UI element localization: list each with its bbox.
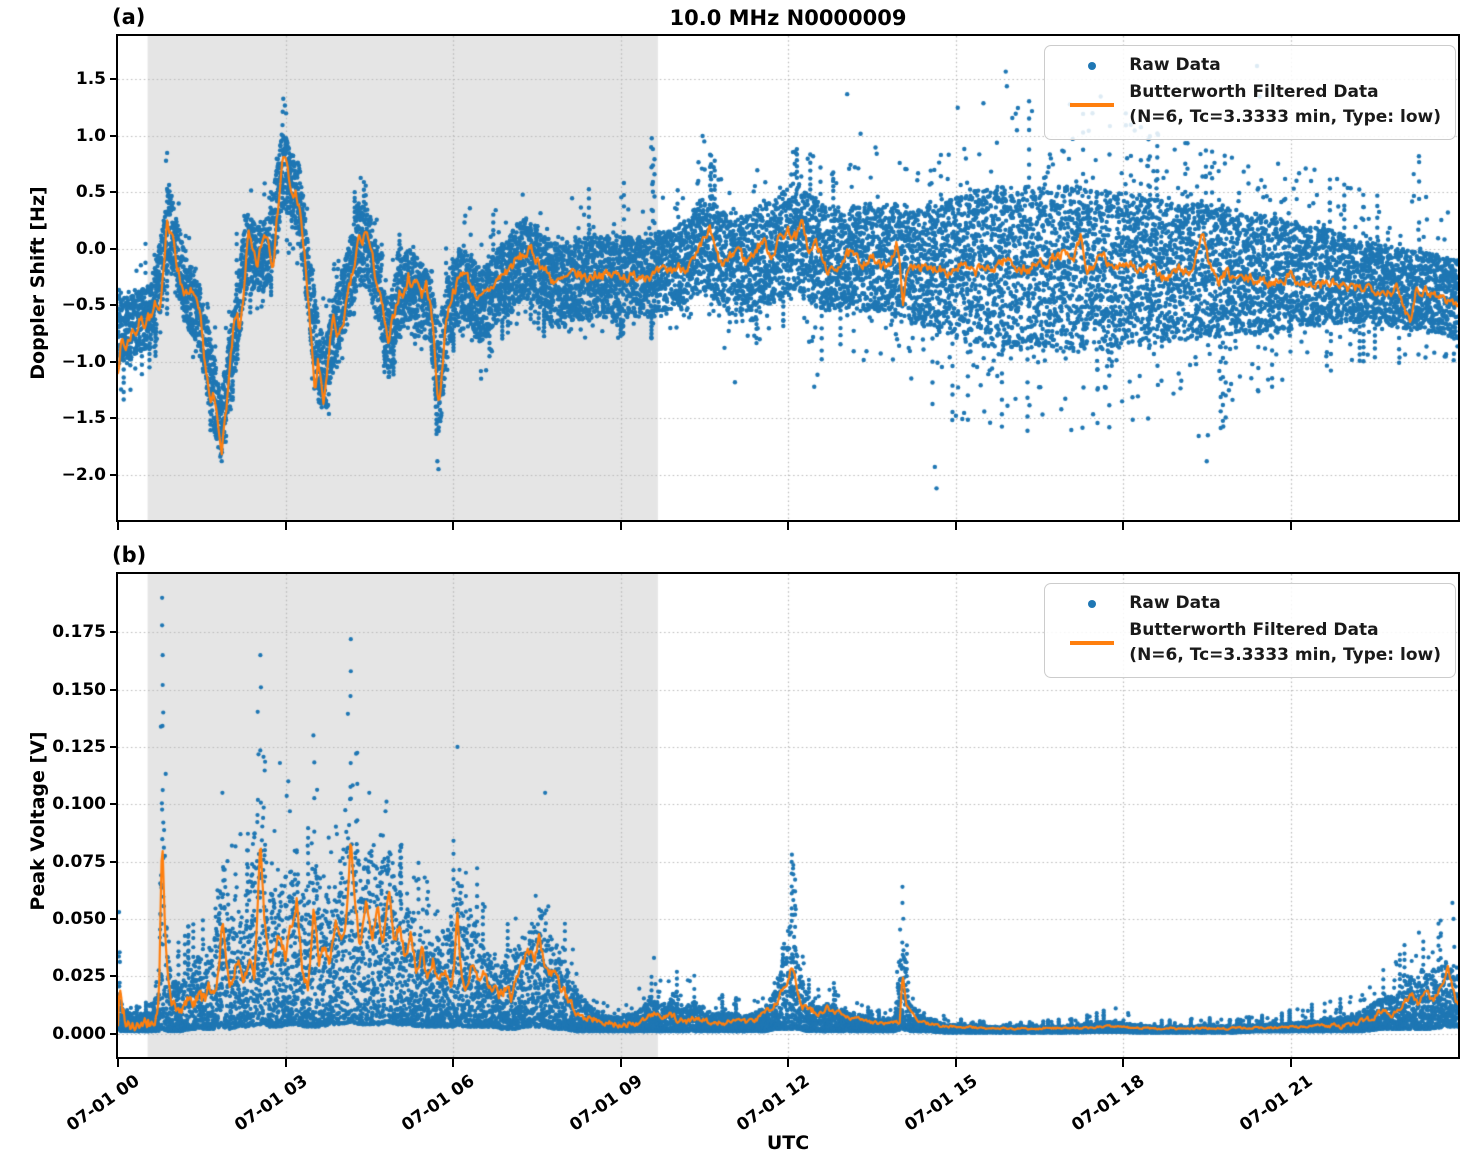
- y-tick-label: 0.150: [52, 679, 106, 700]
- y-tick-mark: [110, 304, 118, 307]
- x-tick-label: 07-01 12: [733, 1071, 814, 1136]
- legend-filtered-row: Butterworth Filtered Data (N=6, Tc=3.333…: [1055, 80, 1441, 130]
- x-tick-label: 07-01 03: [230, 1071, 311, 1136]
- x-tick-label: 07-01 18: [1068, 1071, 1149, 1136]
- y-tick-mark: [110, 631, 118, 634]
- x-tick-mark: [284, 522, 287, 530]
- y-tick-label: 0.175: [52, 622, 106, 643]
- legend-filtered-label-line1: Butterworth Filtered Data: [1129, 82, 1379, 102]
- panel-a-legend: Raw Data Butterworth Filtered Data (N=6,…: [1044, 45, 1456, 140]
- y-tick-label: 0.0: [75, 238, 106, 259]
- x-tick-mark: [1289, 522, 1292, 530]
- x-tick-mark: [619, 1059, 622, 1067]
- y-tick-mark: [110, 134, 118, 137]
- y-tick-mark: [110, 473, 118, 476]
- x-tick-mark: [1289, 1059, 1292, 1067]
- y-tick-mark: [110, 688, 118, 691]
- y-tick-mark: [110, 745, 118, 748]
- x-tick-label: 07-01 00: [63, 1071, 144, 1136]
- legend-filtered-label-line2: (N=6, Tc=3.3333 min, Type: low): [1129, 645, 1441, 665]
- x-tick-mark: [452, 1059, 454, 1067]
- x-tick-mark: [117, 522, 119, 530]
- y-tick-mark: [110, 1032, 118, 1035]
- x-tick-label: 07-01 15: [900, 1071, 981, 1136]
- filtered-line-marker-icon: [1055, 641, 1129, 645]
- y-tick-mark: [110, 803, 118, 806]
- y-tick-label: 0.050: [52, 908, 106, 929]
- legend-filtered-label-line1: Butterworth Filtered Data: [1129, 620, 1379, 640]
- y-tick-label: −1.0: [61, 351, 106, 372]
- x-tick-mark: [284, 1059, 287, 1067]
- y-tick-label: 0.025: [52, 966, 106, 987]
- x-tick-mark: [787, 522, 789, 530]
- x-tick-mark: [1122, 1059, 1124, 1067]
- x-tick-mark: [619, 522, 622, 530]
- panel-b-letter: (b): [112, 543, 147, 567]
- y-tick-mark: [110, 417, 118, 420]
- x-tick-mark: [787, 1059, 789, 1067]
- y-tick-mark: [110, 247, 118, 250]
- legend-raw-row: Raw Data: [1055, 591, 1441, 616]
- legend-filtered-row: Butterworth Filtered Data (N=6, Tc=3.333…: [1055, 618, 1441, 668]
- y-tick-label: −2.0: [61, 464, 106, 485]
- panel-a-plot-area: Raw Data Butterworth Filtered Data (N=6,…: [116, 34, 1460, 522]
- y-tick-label: −0.5: [61, 295, 106, 316]
- y-tick-label: 0.075: [52, 851, 106, 872]
- x-tick-mark: [1122, 522, 1124, 530]
- x-tick-label: 07-01 09: [565, 1071, 646, 1136]
- y-tick-mark: [110, 191, 118, 194]
- legend-raw-row: Raw Data: [1055, 53, 1441, 78]
- y-tick-label: 1.5: [75, 69, 106, 90]
- legend-filtered-label-line2: (N=6, Tc=3.3333 min, Type: low): [1129, 107, 1441, 127]
- filtered-line-marker-icon: [1055, 103, 1129, 107]
- y-tick-label: 1.0: [75, 125, 106, 146]
- legend-raw-label: Raw Data: [1129, 593, 1221, 613]
- x-tick-mark: [452, 522, 454, 530]
- panel-a-letter: (a): [112, 5, 146, 29]
- y-tick-mark: [110, 360, 118, 363]
- x-axis-label: UTC: [766, 1132, 810, 1154]
- y-tick-label: 0.125: [52, 736, 106, 757]
- legend-raw-label: Raw Data: [1129, 55, 1221, 75]
- panel-b-legend: Raw Data Butterworth Filtered Data (N=6,…: [1044, 583, 1456, 678]
- y-tick-label: 0.5: [75, 182, 106, 203]
- x-tick-label: 07-01 06: [398, 1071, 479, 1136]
- x-tick-label: 07-01 21: [1235, 1071, 1316, 1136]
- figure-title: 10.0 MHz N0000009: [669, 6, 907, 30]
- y-tick-label: 0.000: [52, 1023, 106, 1044]
- y-tick-mark: [110, 917, 118, 920]
- x-tick-mark: [954, 1059, 957, 1067]
- x-tick-mark: [117, 1059, 119, 1067]
- raw-data-marker-icon: [1055, 61, 1129, 70]
- x-tick-mark: [954, 522, 957, 530]
- panel-b-plot-area: Raw Data Butterworth Filtered Data (N=6,…: [116, 572, 1460, 1059]
- y-tick-mark: [110, 975, 118, 978]
- y-tick-label: 0.100: [52, 794, 106, 815]
- y-tick-mark: [110, 78, 118, 81]
- y-tick-label: −1.5: [61, 408, 106, 429]
- y-tick-mark: [110, 860, 118, 863]
- raw-data-marker-icon: [1055, 599, 1129, 608]
